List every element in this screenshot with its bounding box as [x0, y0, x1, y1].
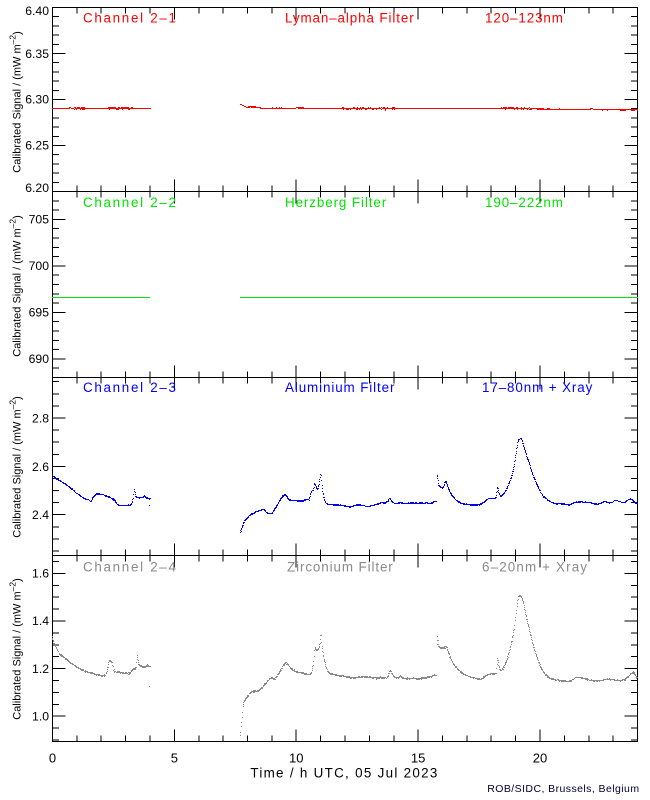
svg-text:700: 700 [29, 259, 50, 273]
svg-text:Calibrated Signal / (mW m–2): Calibrated Signal / (mW m–2) [8, 215, 24, 357]
svg-text:10: 10 [289, 750, 303, 765]
svg-text:20: 20 [533, 750, 547, 765]
svg-text:0: 0 [49, 750, 56, 765]
svg-text:120–123nm: 120–123nm [485, 11, 564, 26]
svg-text:Channel 2–3: Channel 2–3 [83, 380, 178, 395]
svg-text:2.4: 2.4 [32, 508, 49, 522]
svg-text:Herzberg Filter: Herzberg Filter [285, 195, 387, 210]
svg-text:695: 695 [29, 305, 50, 319]
svg-text:6–20nm + Xray: 6–20nm + Xray [482, 560, 588, 575]
svg-text:690: 690 [29, 352, 50, 366]
svg-text:190–222nm: 190–222nm [485, 195, 564, 210]
svg-text:Time / h UTC, 05 Jul 2023: Time / h UTC, 05 Jul 2023 [250, 766, 438, 781]
svg-text:1.4: 1.4 [32, 614, 49, 628]
svg-text:ROB/SIDC, Brussels, Belgium: ROB/SIDC, Brussels, Belgium [487, 783, 639, 795]
svg-text:Channel 2–2: Channel 2–2 [83, 195, 178, 210]
svg-text:6.20: 6.20 [25, 181, 49, 195]
svg-text:Channel 2–1: Channel 2–1 [83, 11, 178, 26]
svg-text:Aluminium Filter: Aluminium Filter [285, 380, 395, 395]
svg-text:6.30: 6.30 [25, 92, 49, 106]
svg-text:6.25: 6.25 [25, 138, 49, 152]
svg-text:17–80nm + Xray: 17–80nm + Xray [482, 380, 593, 395]
svg-text:2.6: 2.6 [32, 460, 49, 474]
svg-text:5: 5 [171, 750, 178, 765]
svg-text:705: 705 [29, 212, 50, 226]
svg-text:Calibrated Signal / (mW m–2): Calibrated Signal / (mW m–2) [8, 31, 24, 173]
svg-text:6.35: 6.35 [25, 47, 49, 61]
svg-text:1.6: 1.6 [32, 567, 49, 581]
svg-text:Channel 2–4: Channel 2–4 [83, 560, 178, 575]
svg-text:1.0: 1.0 [32, 709, 49, 723]
svg-text:Calibrated Signal / (mW m–2): Calibrated Signal / (mW m–2) [8, 396, 24, 538]
svg-text:15: 15 [411, 750, 425, 765]
svg-text:1.2: 1.2 [32, 662, 49, 676]
svg-text:6.40: 6.40 [25, 4, 49, 18]
svg-text:Zirconium Filter: Zirconium Filter [287, 560, 394, 575]
svg-text:Lyman–alpha Filter: Lyman–alpha Filter [285, 11, 415, 26]
svg-text:Calibrated Signal / (mW m–2): Calibrated Signal / (mW m–2) [8, 578, 24, 720]
svg-text:2.8: 2.8 [32, 411, 49, 425]
